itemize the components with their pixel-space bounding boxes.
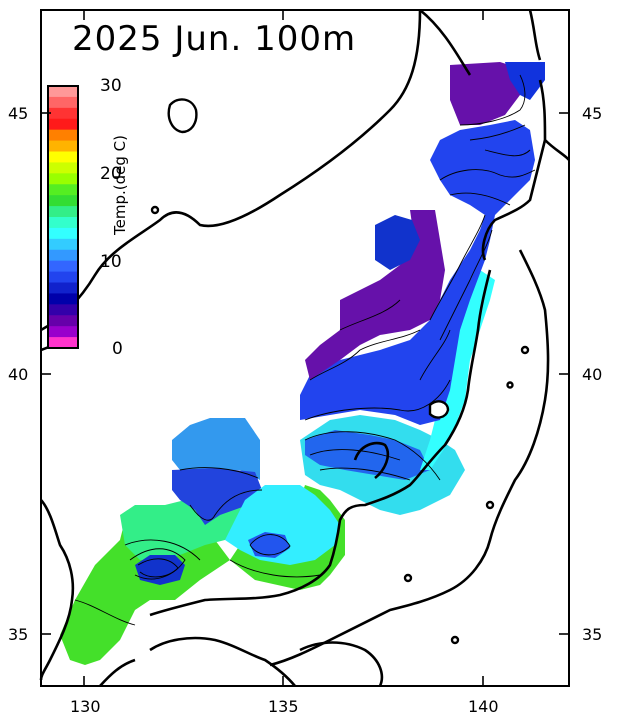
contour-line — [137, 558, 179, 578]
contour-line — [74, 599, 136, 626]
fill-purple-north — [450, 62, 525, 125]
island-small — [520, 345, 530, 355]
island-small — [150, 205, 160, 215]
contour-line — [309, 329, 421, 381]
colorbar-tick-label: 0 — [112, 339, 123, 359]
colorbar-swatch — [48, 184, 78, 196]
fill-blue-north — [300, 120, 535, 425]
colorbar-swatch — [48, 86, 78, 98]
kyushu-coast — [99, 658, 136, 687]
map-title: 2025 Jun. 100m — [72, 19, 356, 59]
colorbar-swatch — [48, 326, 78, 338]
y-right-tick-label: 45 — [582, 104, 602, 123]
colorbar-swatch — [48, 195, 78, 207]
noto-coast — [353, 441, 390, 480]
korea-coast — [39, 499, 75, 681]
contour-line — [484, 149, 531, 157]
fill-light-blue-block — [172, 418, 260, 480]
contour-line — [429, 214, 486, 321]
y-right-tick-label: 35 — [582, 625, 602, 644]
island-small — [450, 635, 460, 645]
island-small — [485, 500, 495, 510]
colorbar-tick-label: 30 — [100, 76, 122, 96]
contour-line — [129, 548, 186, 580]
x-tick-label: 135 — [268, 697, 299, 716]
contour-line — [439, 169, 536, 181]
y-right-tick-label: 40 — [582, 365, 602, 384]
honshu-sea-coast — [149, 269, 492, 617]
colorbar-swatch — [48, 217, 78, 229]
contour-line — [339, 299, 401, 331]
y-left-tick-label: 35 — [8, 625, 28, 644]
kyushu-coast — [149, 636, 296, 687]
island-sado — [428, 400, 450, 419]
contour-line — [249, 534, 291, 556]
honshu-pacific-coast — [269, 249, 550, 667]
contour-line — [229, 559, 321, 578]
colorbar-swatch — [48, 337, 78, 349]
colorbar-swatch — [48, 260, 78, 273]
colorbar-swatch — [48, 238, 78, 251]
colorbar-swatch — [48, 107, 78, 120]
colorbar-swatch — [48, 315, 78, 327]
colorbar-swatch — [48, 282, 78, 294]
island-small — [403, 573, 413, 583]
colorbar-swatch — [48, 96, 78, 109]
contour-line — [179, 467, 259, 479]
colorbar-swatch — [48, 271, 78, 283]
y-left-tick-label: 40 — [8, 365, 28, 384]
colorbar-swatch — [48, 140, 78, 152]
fill-blue-block — [172, 468, 262, 525]
colorbar-swatches — [48, 86, 78, 349]
contour-line — [439, 229, 493, 341]
axis-ticks — [41, 10, 569, 686]
contour-line — [469, 124, 526, 141]
contour-line — [459, 74, 526, 126]
colorbar-swatch — [48, 206, 78, 218]
shikoku-coast — [299, 641, 384, 687]
colorbar-tick-label: 20 — [100, 164, 122, 184]
colorbar-tick-label: 10 — [100, 252, 122, 272]
y-left-tick-label: 45 — [8, 104, 28, 123]
colorbar-title: Temp.(deg C) — [111, 135, 129, 236]
hokkaido-coast — [481, 79, 571, 261]
colorbar-swatch — [48, 304, 78, 316]
islands — [150, 98, 530, 645]
contour-line — [449, 192, 511, 206]
colorbar-swatch — [48, 162, 78, 174]
axis-labels: 130 135 140 45 40 35 45 40 35 — [8, 104, 602, 716]
fill-blue-north-strip — [505, 62, 545, 100]
contour-line — [319, 467, 411, 481]
contour-line — [419, 329, 451, 381]
fill-blue-westblock — [375, 215, 420, 270]
coastlines — [39, 8, 571, 687]
colorbar: 30 20 10 0 Temp.(deg C) — [47, 76, 129, 359]
island-small — [506, 381, 514, 389]
colorbar-swatch — [48, 227, 78, 240]
island-lake — [167, 98, 198, 134]
mainland-coast — [40, 9, 422, 332]
colorbar-swatch — [48, 249, 78, 262]
colorbar-swatch — [48, 129, 78, 142]
contour-line — [189, 489, 263, 521]
colorbar-swatch — [48, 118, 78, 131]
temperature-fill — [60, 62, 545, 665]
contour-line — [124, 539, 201, 561]
x-tick-label: 130 — [70, 697, 101, 716]
colorbar-swatch — [48, 173, 78, 185]
fill-blue-noto — [305, 430, 430, 480]
colorbar-swatch — [48, 293, 78, 305]
x-tick-label: 140 — [468, 697, 499, 716]
colorbar-frame — [47, 85, 79, 349]
contour-line — [304, 379, 451, 421]
contour-line — [309, 449, 401, 461]
colorbar-swatch — [48, 151, 78, 163]
sakhalin-coast — [419, 8, 542, 76]
fill-cold-pocket-east — [248, 532, 290, 558]
